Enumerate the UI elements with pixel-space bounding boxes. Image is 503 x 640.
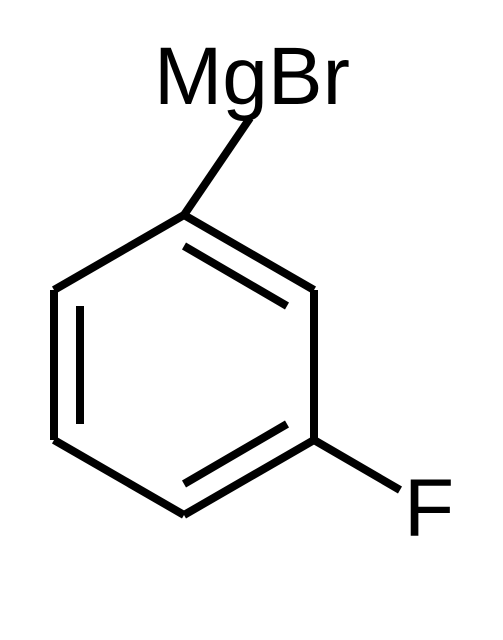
bond-c2-c3	[184, 215, 314, 290]
bond-c5-c6	[54, 440, 184, 515]
benzene-ring	[54, 215, 314, 515]
bond-c2-c3-double	[184, 246, 287, 306]
bond-c4-f	[314, 440, 400, 490]
bond-c2-mgbr	[184, 118, 250, 215]
label-mgbr: MgBr	[154, 31, 350, 122]
bond-c4-c5-double	[184, 424, 287, 484]
label-f: F	[404, 463, 454, 554]
bond-c4-c5	[184, 440, 314, 515]
bond-c1-c2	[54, 215, 184, 290]
chemical-structure-diagram: MgBr F	[0, 0, 503, 640]
